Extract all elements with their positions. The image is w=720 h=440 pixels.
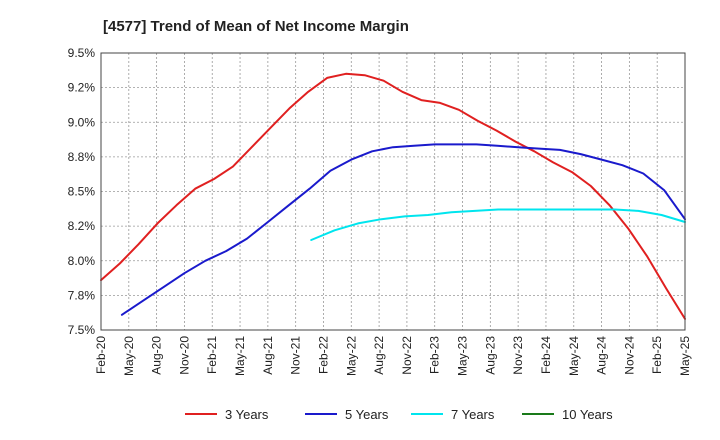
- x-tick-label: Nov-21: [289, 336, 303, 375]
- x-tick-label: May-22: [344, 336, 358, 376]
- x-tick-label: Nov-20: [177, 336, 191, 375]
- y-tick-label: 8.2%: [68, 219, 96, 233]
- chart-title: [4577] Trend of Mean of Net Income Margi…: [103, 18, 409, 35]
- y-tick-label: 8.8%: [68, 150, 96, 164]
- x-tick-label: Aug-24: [595, 336, 609, 375]
- legend-label: 7 Years: [451, 407, 495, 422]
- y-tick-label: 9.0%: [68, 115, 96, 129]
- y-axis-ticks: 7.5% 7.8% 8.0% 8.2% 8.5% 8.8% 9.0% 9.2% 9.5%: [68, 46, 96, 337]
- legend-label: 5 Years: [345, 407, 389, 422]
- legend-label: 10 Years: [562, 407, 613, 422]
- y-tick-label: 7.5%: [68, 323, 96, 337]
- x-tick-label: May-21: [233, 336, 247, 376]
- x-tick-label: May-20: [122, 336, 136, 376]
- series-line-5-years: [120, 143, 686, 316]
- x-tick-label: Feb-22: [316, 336, 330, 374]
- x-tick-label: May-23: [456, 336, 470, 376]
- y-tick-label: 7.8%: [68, 288, 96, 302]
- y-tick-label: 9.2%: [68, 81, 96, 95]
- series-line-7-years: [310, 208, 686, 241]
- series-line-3-years: [100, 72, 686, 320]
- x-tick-label: Feb-25: [650, 336, 664, 374]
- x-tick-label: Feb-20: [94, 336, 108, 374]
- x-tick-label: May-24: [567, 336, 581, 376]
- plot-frame: [100, 52, 686, 331]
- x-tick-label: May-25: [678, 336, 692, 376]
- legend: 3 Years 5 Years 7 Years 10 Years: [185, 407, 613, 422]
- x-tick-label: Aug-23: [483, 336, 497, 375]
- series-lines: [100, 72, 686, 320]
- x-tick-label: Aug-21: [261, 336, 275, 375]
- y-tick-label: 9.5%: [68, 46, 96, 60]
- x-tick-label: Feb-24: [539, 336, 553, 374]
- x-tick-label: Nov-23: [511, 336, 525, 375]
- x-tick-label: Aug-20: [150, 336, 164, 375]
- x-axis-ticks: Feb-20 May-20 Aug-20 Nov-20 Feb-21 May-21 Aug-…: [94, 336, 692, 376]
- x-tick-label: Feb-23: [428, 336, 442, 374]
- x-tick-label: Feb-21: [205, 336, 219, 374]
- y-tick-label: 8.5%: [68, 185, 96, 199]
- legend-label: 3 Years: [225, 407, 269, 422]
- x-tick-label: Nov-24: [622, 336, 636, 375]
- y-tick-label: 8.0%: [68, 254, 96, 268]
- x-tick-label: Nov-22: [400, 336, 414, 375]
- x-tick-label: Aug-22: [372, 336, 386, 375]
